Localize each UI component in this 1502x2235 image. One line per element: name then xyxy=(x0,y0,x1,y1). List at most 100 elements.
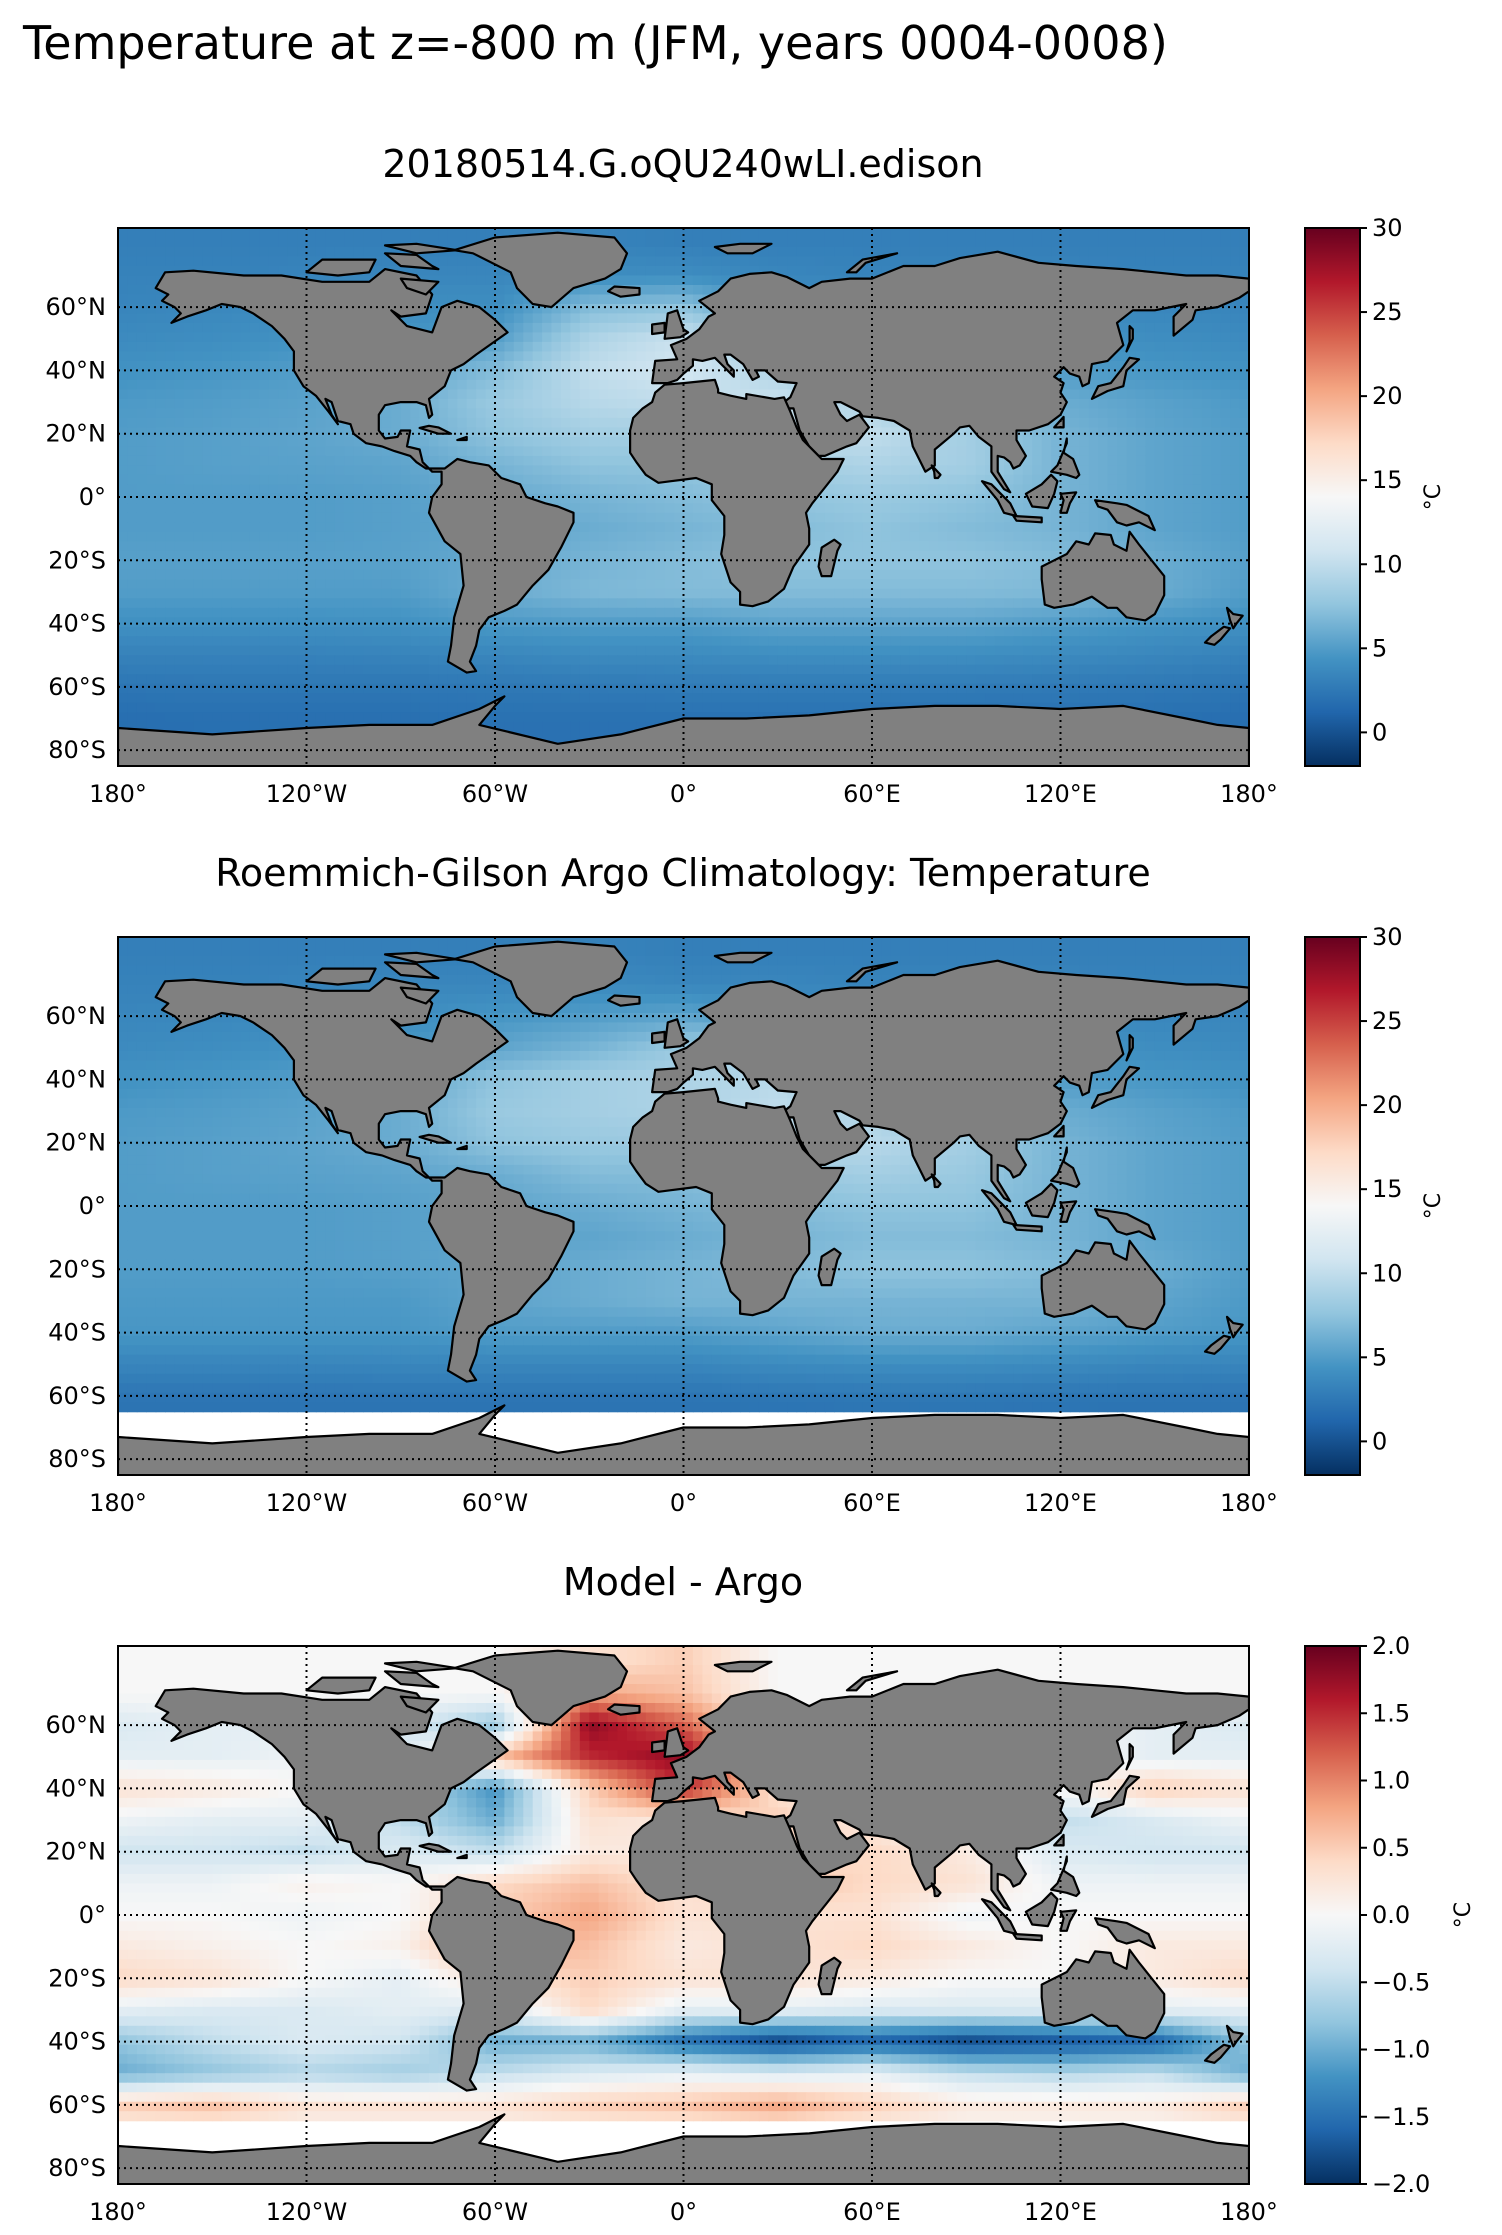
field-cell xyxy=(881,588,892,599)
field-cell xyxy=(579,313,590,324)
field-cell xyxy=(118,237,128,248)
field-cell xyxy=(1239,427,1249,438)
field-cell xyxy=(1069,607,1080,618)
field-cell xyxy=(655,379,666,390)
field-cell xyxy=(1079,522,1090,533)
field-cell xyxy=(353,531,364,542)
field-cell xyxy=(589,370,600,381)
field-cell xyxy=(231,541,242,552)
field-cell xyxy=(721,237,732,248)
field-cell xyxy=(315,455,326,466)
field-cell xyxy=(1192,493,1203,504)
field-cell xyxy=(702,503,713,514)
field-cell xyxy=(956,427,967,438)
field-cell xyxy=(758,617,769,628)
field-cell xyxy=(1192,503,1203,514)
field-cell xyxy=(711,237,722,248)
field-cell xyxy=(608,569,619,580)
field-cell xyxy=(259,322,270,333)
field-cell xyxy=(1164,588,1175,599)
field-cell xyxy=(570,503,581,514)
field-cell xyxy=(381,588,392,599)
field-cell xyxy=(919,550,930,561)
field-cell xyxy=(1117,427,1127,438)
field-cell xyxy=(146,569,157,580)
field-cell xyxy=(231,389,242,400)
field-cell xyxy=(947,474,958,485)
field-cell xyxy=(1230,607,1241,618)
field-cell xyxy=(1183,370,1193,381)
field-cell xyxy=(947,579,958,590)
field-cell xyxy=(165,341,176,352)
field-cell xyxy=(410,531,421,542)
field-cell xyxy=(372,256,383,267)
field-cell xyxy=(561,569,571,580)
field-cell xyxy=(636,398,647,409)
field-cell xyxy=(598,427,609,438)
field-cell xyxy=(136,332,147,343)
field-cell xyxy=(815,237,826,248)
field-cell xyxy=(410,588,421,599)
field-cell xyxy=(1183,417,1193,428)
field-cell xyxy=(381,579,392,590)
field-cell xyxy=(297,503,308,514)
field-cell xyxy=(353,598,364,609)
field-cell xyxy=(768,389,779,400)
field-cell xyxy=(221,266,232,277)
field-cell xyxy=(542,493,553,504)
field-cell xyxy=(419,522,430,533)
field-cell xyxy=(1135,446,1146,457)
field-cell xyxy=(278,256,289,267)
field-cell xyxy=(334,247,345,258)
field-cell xyxy=(249,541,260,552)
field-cell xyxy=(447,370,458,381)
field-cell xyxy=(881,228,892,239)
field-cell xyxy=(655,256,666,267)
field-cell xyxy=(806,550,816,561)
field-cell xyxy=(721,579,732,590)
field-cell xyxy=(1230,417,1241,428)
field-cell xyxy=(909,512,920,523)
field-cell xyxy=(1145,455,1156,466)
field-cell xyxy=(570,493,581,504)
field-cell xyxy=(127,512,138,523)
field-cell xyxy=(1220,266,1231,277)
field-cell xyxy=(598,332,609,343)
field-cell xyxy=(570,427,581,438)
field-cell xyxy=(221,322,232,333)
field-cell xyxy=(287,360,298,371)
field-cell xyxy=(193,493,204,504)
field-cell xyxy=(419,560,430,571)
field-cell xyxy=(193,446,204,457)
field-cell xyxy=(862,503,873,514)
field-cell xyxy=(344,607,355,618)
field-cell xyxy=(551,398,562,409)
field-cell xyxy=(824,484,835,495)
field-cell xyxy=(127,522,138,533)
field-cell xyxy=(231,360,242,371)
field-cell xyxy=(325,474,336,485)
field-cell xyxy=(127,598,138,609)
field-cell xyxy=(353,569,364,580)
field-cell xyxy=(1164,531,1175,542)
field-cell xyxy=(447,237,458,248)
field-cell xyxy=(598,417,609,428)
field-cell xyxy=(174,531,185,542)
field-cell xyxy=(542,332,553,343)
field-cell xyxy=(344,617,355,628)
field-cell xyxy=(834,398,845,409)
field-cell xyxy=(513,304,524,315)
field-cell xyxy=(315,408,326,419)
field-cell xyxy=(523,370,534,381)
field-cell xyxy=(1004,569,1014,580)
field-cell xyxy=(579,446,590,457)
field-cell xyxy=(155,313,166,324)
field-cell xyxy=(1022,427,1033,438)
field-cell xyxy=(1220,560,1231,571)
field-cell xyxy=(523,341,534,352)
field-cell xyxy=(627,256,637,267)
field-cell xyxy=(268,569,279,580)
field-cell xyxy=(306,522,317,533)
field-cell xyxy=(495,455,505,466)
field-cell xyxy=(938,569,948,580)
